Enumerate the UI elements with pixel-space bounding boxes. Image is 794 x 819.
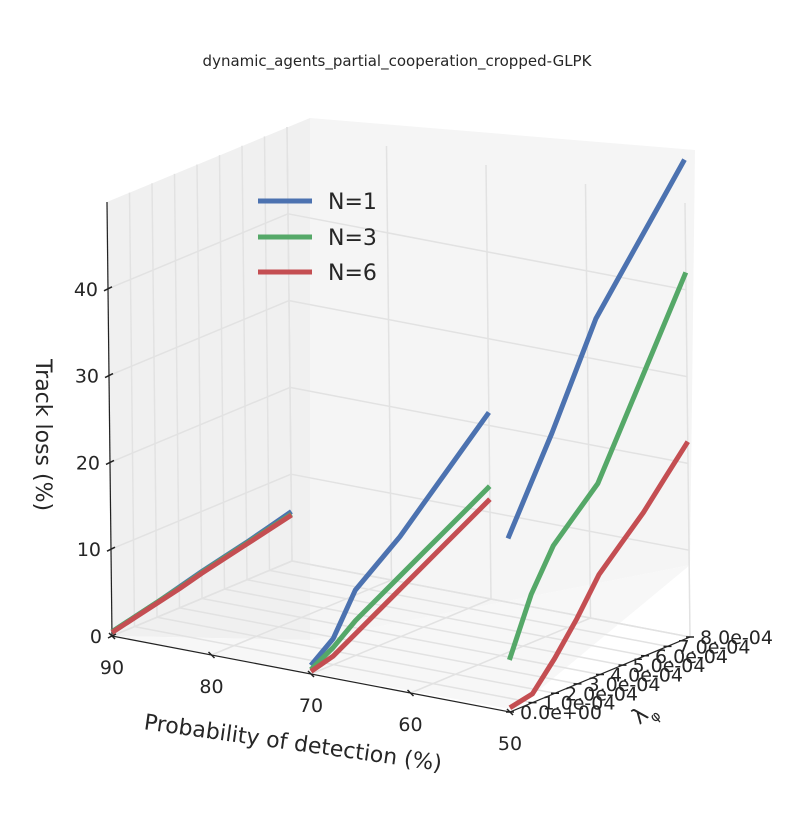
legend-label-n3: N=3	[328, 226, 377, 251]
y-tick-label: 4.0e-04	[610, 665, 683, 687]
y-tick-label: 6.0e-04	[655, 646, 728, 668]
x-tick-label: 70	[299, 695, 323, 717]
z-tick-label: 40	[74, 279, 98, 301]
wall-grid-line	[128, 192, 136, 627]
back-wall-right	[310, 118, 695, 640]
z-axis-line	[106, 201, 113, 637]
y-tick-label: 2.0e-04	[565, 683, 638, 705]
tick-labels: 90 80 70 60 50 0.0e+001.0e-042.0e-043.0e-044.…	[74, 279, 773, 755]
y-tick-label: 3.0e-04	[588, 674, 661, 696]
z-tick-mark	[104, 372, 114, 379]
axes	[103, 201, 694, 716]
floor-grid-line	[156, 616, 556, 694]
y-tick-label: 8.0e-04	[700, 627, 773, 649]
wall-grid-line	[107, 213, 289, 290]
wall-grid-line	[289, 386, 689, 465]
z-tick-label: 10	[77, 539, 101, 561]
series-line-n6-pd50	[508, 440, 690, 710]
floor-grid-line	[134, 625, 533, 704]
z-tick-label: 0	[90, 626, 102, 648]
y-tick-label: 0.0e+00	[520, 702, 602, 724]
wall-grid-line	[263, 136, 271, 571]
series-line-n1-pd50	[505, 158, 687, 540]
y-tick-label: 7.0e-04	[678, 636, 751, 658]
series-line-n6-pd70	[309, 497, 492, 674]
wall-grid-line	[385, 145, 393, 581]
series-line-n1-pd70	[308, 410, 491, 667]
back-wall-left	[107, 118, 310, 640]
x-tick-label: 80	[199, 676, 223, 698]
x-tick-mark	[406, 689, 415, 697]
y-tick-label: 5.0e-04	[633, 655, 706, 677]
z-tick-label: 20	[76, 452, 100, 474]
wall-grid-line	[288, 299, 688, 378]
wall-grid-line	[110, 473, 292, 550]
x-tick-mark	[307, 670, 315, 678]
floor-grid-line	[201, 597, 601, 676]
wall-grid-line	[485, 164, 492, 600]
wall-grid-line	[108, 299, 290, 377]
legend-label-n6: N=6	[328, 261, 377, 286]
wall-grid-line	[109, 386, 291, 464]
series-line-n3-pd70	[309, 484, 492, 672]
wall-grid-line	[196, 164, 203, 599]
wall-grid-line	[584, 183, 592, 619]
z-axis-label: Track loss (%)	[30, 358, 55, 511]
series-line-n6-pd90	[110, 512, 293, 635]
legend-label-n1: N=1	[328, 190, 377, 215]
x-tick-label: 60	[398, 714, 422, 736]
z-tick-mark	[106, 546, 116, 552]
wall-grid-line	[218, 155, 226, 590]
x-tick-label: 50	[498, 733, 522, 755]
wall-grid-line	[173, 173, 181, 608]
chart-title: dynamic_agents_partial_cooperation_cropp…	[203, 52, 593, 71]
x-tick-mark	[207, 651, 216, 659]
z-tick-label: 30	[75, 366, 99, 388]
z-tick-mark	[105, 459, 115, 466]
wall-grid-line	[151, 183, 158, 618]
x-tick-label: 90	[100, 657, 124, 679]
y-tick-label: 1.0e-04	[543, 693, 616, 715]
z-tick-mark	[103, 286, 113, 292]
series-line-n3-pd50	[507, 271, 689, 661]
z-tick-mark	[107, 633, 117, 639]
floor-grid-line	[269, 569, 668, 648]
wall-grid-line	[241, 145, 248, 580]
wall-grid-line	[111, 560, 293, 637]
series-lines	[110, 158, 690, 710]
floor-grid-line	[246, 579, 646, 657]
wall-grid-line	[291, 560, 691, 638]
floor-grid-line	[179, 607, 578, 685]
legend: N=1 N=3 N=6	[258, 190, 377, 286]
